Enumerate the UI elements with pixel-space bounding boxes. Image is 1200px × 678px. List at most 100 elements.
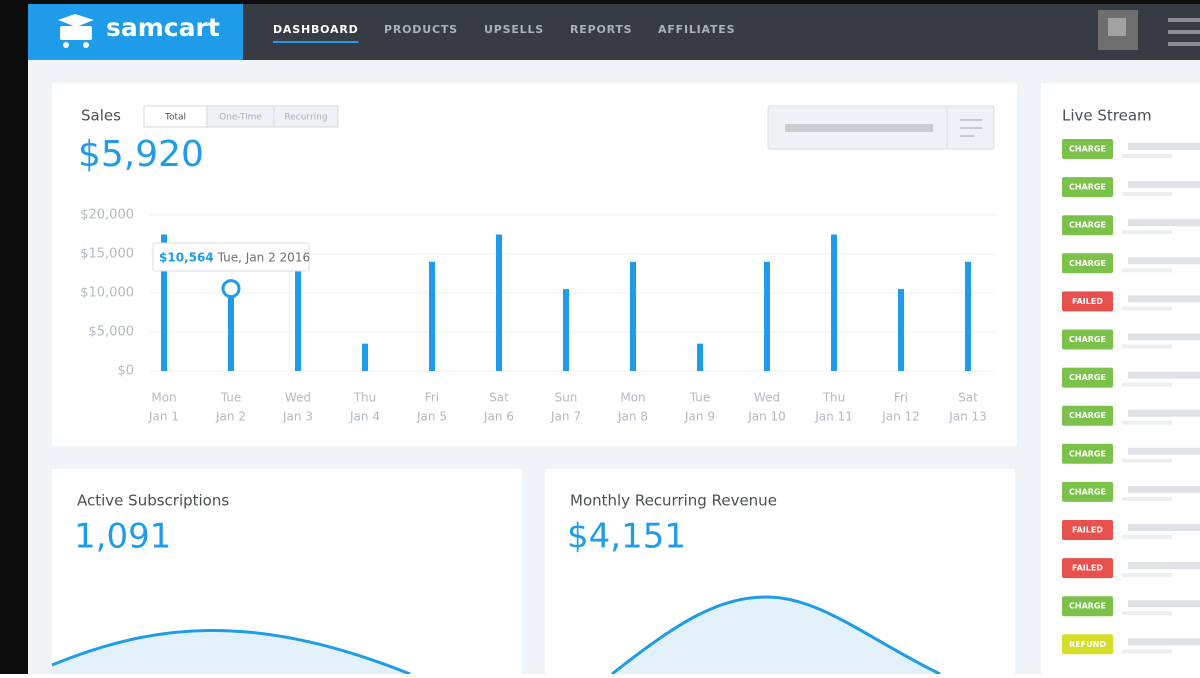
event-badge-label[interactable]: CHARGE — [1069, 221, 1106, 230]
y-tick-label: $5,000 — [89, 325, 135, 340]
event-badge[interactable] — [1062, 329, 1113, 350]
event-badge-label[interactable]: CHARGE — [1069, 411, 1106, 420]
event-detail-blur — [1122, 649, 1172, 654]
x-tick-label: Mon — [151, 391, 176, 405]
event-badge[interactable] — [1062, 443, 1113, 464]
mrr-title: Monthly Recurring Revenue — [570, 492, 777, 510]
top-edge — [28, 0, 1200, 4]
nav-item[interactable]: AFFILIATES — [658, 23, 735, 36]
bar — [496, 234, 502, 371]
event-badge[interactable] — [1062, 253, 1113, 274]
x-tick-label: Fri — [425, 391, 439, 405]
event-detail-blur — [1122, 611, 1172, 616]
x-tick-label: Thu — [353, 391, 377, 405]
event-detail-blur — [1122, 306, 1172, 311]
subscriptions-area — [52, 630, 410, 674]
tooltip-value: $10,564 — [159, 251, 214, 265]
nav-item[interactable]: PRODUCTS — [384, 23, 458, 36]
event-detail-blur — [1122, 458, 1172, 463]
nav-item[interactable]: REPORTS — [570, 23, 632, 36]
x-tick-label: Jan 2 — [215, 410, 246, 424]
brand[interactable]: samcart — [106, 13, 220, 42]
x-tick-label: Jan 10 — [747, 410, 786, 424]
bar — [630, 261, 636, 371]
bar — [161, 234, 167, 371]
event-badge[interactable] — [1062, 558, 1113, 579]
event-detail-blur — [1122, 154, 1172, 158]
left-edge — [0, 0, 28, 674]
mrr-value: $4,151 — [567, 517, 686, 557]
event-badge-label[interactable]: CHARGE — [1069, 335, 1106, 344]
x-tick-label: Jan 6 — [483, 410, 514, 424]
bar — [362, 343, 368, 371]
bar — [429, 261, 435, 371]
event-badge[interactable] — [1062, 291, 1113, 312]
event-detail-blur — [1128, 219, 1200, 227]
x-tick-label: Sat — [489, 391, 509, 405]
event-detail-blur — [1128, 447, 1200, 455]
event-badge[interactable] — [1062, 596, 1113, 617]
event-detail-blur — [1122, 192, 1172, 197]
event-detail-blur — [1128, 485, 1200, 493]
event-badge[interactable] — [1062, 215, 1113, 236]
nav-item[interactable]: UPSELLS — [484, 23, 544, 36]
x-tick-label: Tue — [689, 391, 711, 405]
bar — [764, 261, 770, 371]
subscriptions-value: 1,091 — [74, 517, 171, 557]
event-badge[interactable] — [1062, 405, 1113, 426]
event-detail-blur — [1122, 230, 1172, 235]
bar — [295, 261, 301, 371]
event-badge-label[interactable]: REFUND — [1069, 640, 1106, 649]
event-badge-label[interactable]: CHARGE — [1069, 259, 1106, 268]
nav-bar — [243, 4, 1200, 60]
tab-label[interactable]: Total — [164, 113, 186, 123]
hover-point — [221, 279, 241, 299]
bar — [563, 289, 569, 371]
x-tick-label: Mon — [620, 391, 645, 405]
avatar[interactable] — [1098, 10, 1200, 50]
logo-icon — [58, 14, 94, 48]
tab-label[interactable]: Recurring — [284, 113, 327, 123]
event-detail-blur — [1128, 600, 1200, 608]
search-box[interactable] — [767, 105, 995, 150]
x-tick-label: Jan 3 — [282, 410, 313, 424]
event-detail-blur — [1122, 382, 1172, 387]
x-tick-label: Jan 4 — [349, 410, 380, 424]
event-badge[interactable] — [1062, 177, 1113, 198]
event-badge-label[interactable]: CHARGE — [1069, 449, 1106, 458]
event-badge[interactable] — [1062, 139, 1113, 159]
bar — [831, 234, 837, 371]
event-badge-label[interactable]: CHARGE — [1069, 373, 1106, 382]
event-badge-label[interactable]: FAILED — [1072, 526, 1103, 535]
tab[interactable] — [273, 105, 339, 128]
x-tick-label: Wed — [285, 391, 311, 405]
mrr-area — [612, 597, 940, 674]
tab-label[interactable]: One-Time — [219, 113, 262, 123]
event-badge[interactable] — [1062, 634, 1113, 655]
event-badge-label[interactable]: CHARGE — [1069, 145, 1106, 154]
event-badge-label[interactable]: CHARGE — [1069, 487, 1106, 496]
bar — [697, 343, 703, 371]
event-detail-blur — [1122, 496, 1172, 501]
nav-item[interactable]: DASHBOARD — [273, 23, 359, 36]
event-badge-label[interactable]: CHARGE — [1069, 183, 1106, 192]
event-detail-blur — [1122, 344, 1172, 349]
sales-card — [52, 83, 1017, 446]
x-tick-label: Jan 9 — [684, 410, 715, 424]
event-badge[interactable] — [1062, 481, 1113, 502]
event-badge[interactable] — [1062, 520, 1113, 540]
event-badge[interactable] — [1062, 367, 1113, 388]
event-badge-label[interactable]: FAILED — [1072, 297, 1103, 306]
event-detail-blur — [1128, 143, 1200, 150]
event-detail-blur — [1128, 257, 1200, 265]
bar — [228, 288, 234, 371]
event-badge-label[interactable]: FAILED — [1072, 564, 1103, 573]
x-tick-label: Sat — [958, 391, 978, 405]
x-tick-label: Fri — [894, 391, 908, 405]
tooltip-box — [152, 242, 310, 272]
subscriptions-curve — [51, 629, 411, 676]
event-badge-label[interactable]: CHARGE — [1069, 602, 1106, 611]
event-detail-blur — [1122, 573, 1172, 578]
event-detail-blur — [1128, 181, 1200, 189]
